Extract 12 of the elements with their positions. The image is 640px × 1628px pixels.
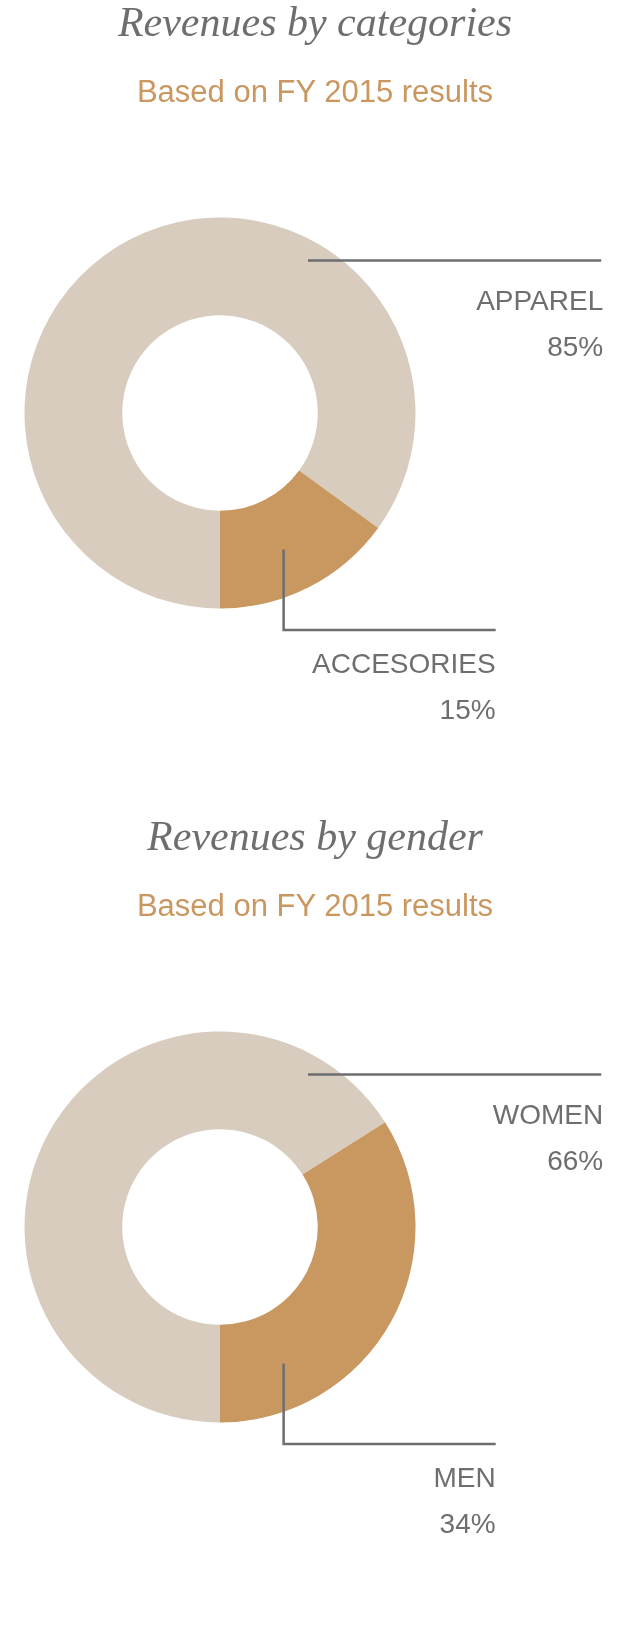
slice-label: APPAREL xyxy=(476,284,604,316)
data-label: 66% xyxy=(547,1144,604,1176)
slice-label: WOMEN xyxy=(492,1098,604,1130)
chart-title: Revenues by categories xyxy=(116,0,514,45)
slice-label: MEN xyxy=(433,1462,496,1494)
data-label: 15% xyxy=(439,694,496,726)
chart-title: Revenues by gender xyxy=(146,813,484,859)
data-label: 85% xyxy=(547,330,604,362)
data-label: 34% xyxy=(439,1508,496,1540)
chart-subtitle: Based on FY 2015 results xyxy=(135,888,495,923)
slice-label: ACCESORIES xyxy=(312,648,496,680)
chart-subtitle: Based on FY 2015 results xyxy=(135,74,495,109)
